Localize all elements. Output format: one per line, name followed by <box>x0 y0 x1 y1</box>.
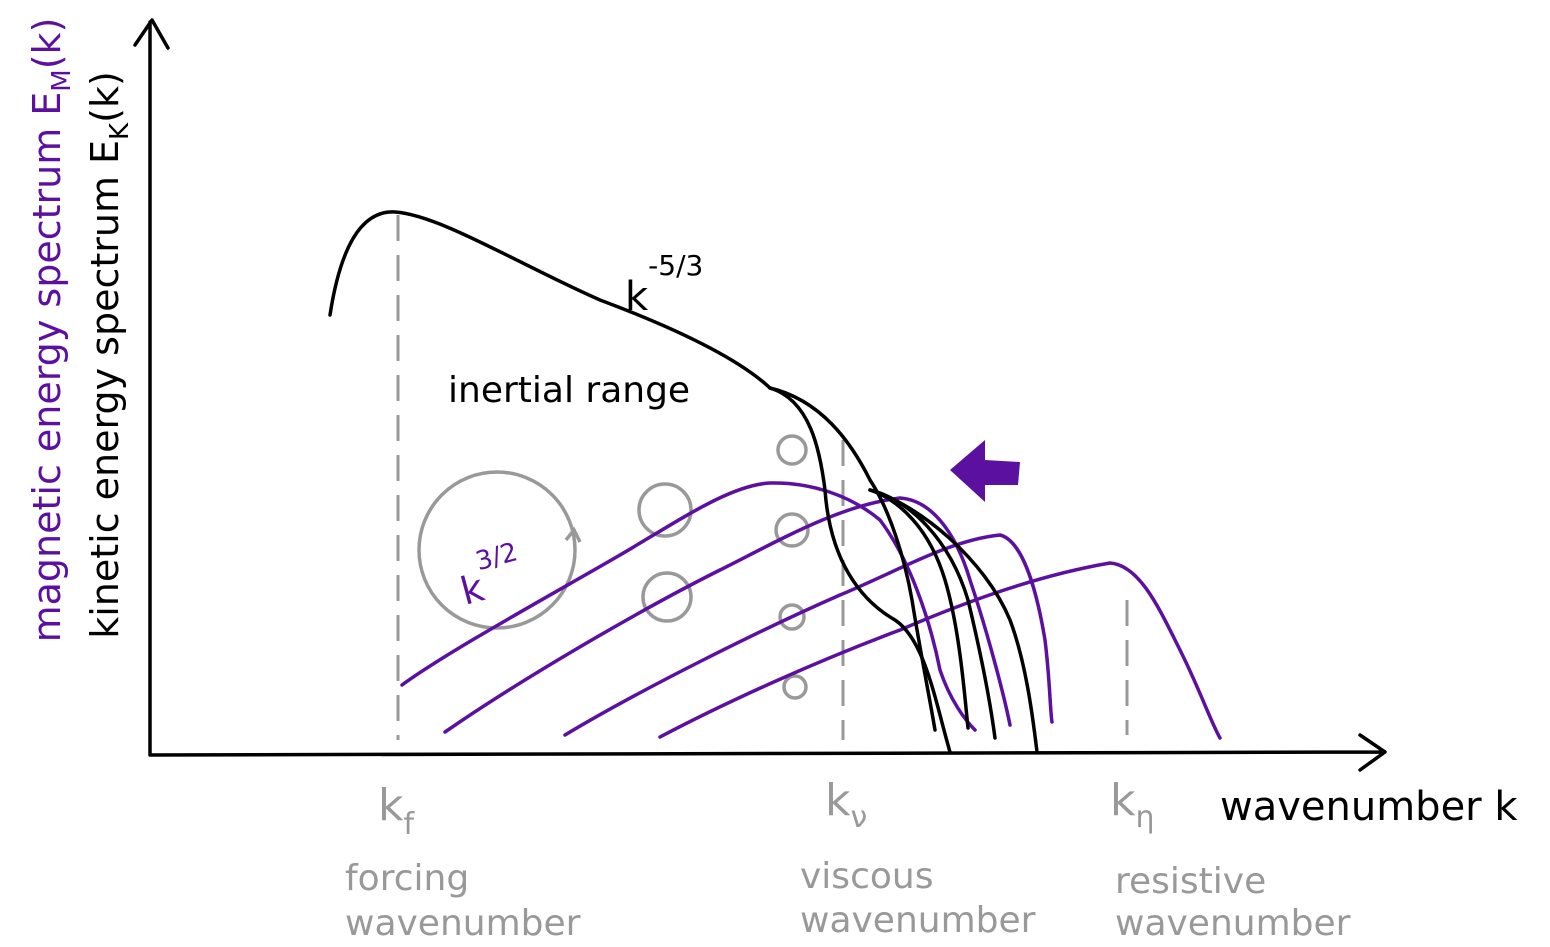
marker-symbol: kν <box>825 775 867 835</box>
marker-symbol: kη <box>1110 775 1155 835</box>
kinetic-spectra <box>328 210 1039 754</box>
inertial-range: inertial range <box>448 370 690 411</box>
symbol: k <box>1110 775 1136 826</box>
kinetic-slope: k-5/3 <box>625 249 703 320</box>
symbol-sub: f <box>403 807 415 842</box>
x-label: wavenumber k <box>1220 784 1518 830</box>
slope-exp: 3/2 <box>473 537 521 577</box>
marker-line: viscous <box>800 856 933 897</box>
marker-line: wavenumber <box>800 900 1036 941</box>
symbol: k <box>378 780 404 831</box>
magnetic-slope: k3/2 <box>451 537 529 613</box>
marker-line: wavenumber <box>345 903 581 944</box>
label-text: magnetic energy spectrum E <box>25 92 69 643</box>
label-end: (k) <box>83 71 127 123</box>
marker-resistive: kη resistive wavenumber <box>1110 775 1351 944</box>
slope-exp: -5/3 <box>648 249 703 282</box>
label-sub: K <box>105 122 135 140</box>
slope-base: k <box>625 274 649 320</box>
marker-line: wavenumber <box>1115 903 1351 944</box>
eddies <box>417 434 810 700</box>
marker-line: resistive <box>1115 861 1266 902</box>
label-end: (k) <box>25 18 69 70</box>
axes <box>133 18 1387 772</box>
symbol: k <box>825 775 851 826</box>
y-label-kinetic: kinetic energy spectrum EK(k) <box>83 71 135 639</box>
marker-forcing: kf forcing wavenumber <box>345 780 581 944</box>
y-label-magnetic: magnetic energy spectrum EM(k) <box>25 18 77 643</box>
symbol-sub: ν <box>850 800 867 835</box>
marker-symbol: kf <box>378 780 415 842</box>
label-text: kinetic energy spectrum E <box>83 140 127 639</box>
marker-viscous: kν viscous wavenumber <box>800 775 1036 941</box>
marker-line: forcing <box>345 858 469 899</box>
symbol-sub: η <box>1135 800 1154 835</box>
label-sub: M <box>47 69 77 91</box>
shift-arrow <box>950 440 1020 502</box>
magnetic-spectra <box>400 481 1222 740</box>
